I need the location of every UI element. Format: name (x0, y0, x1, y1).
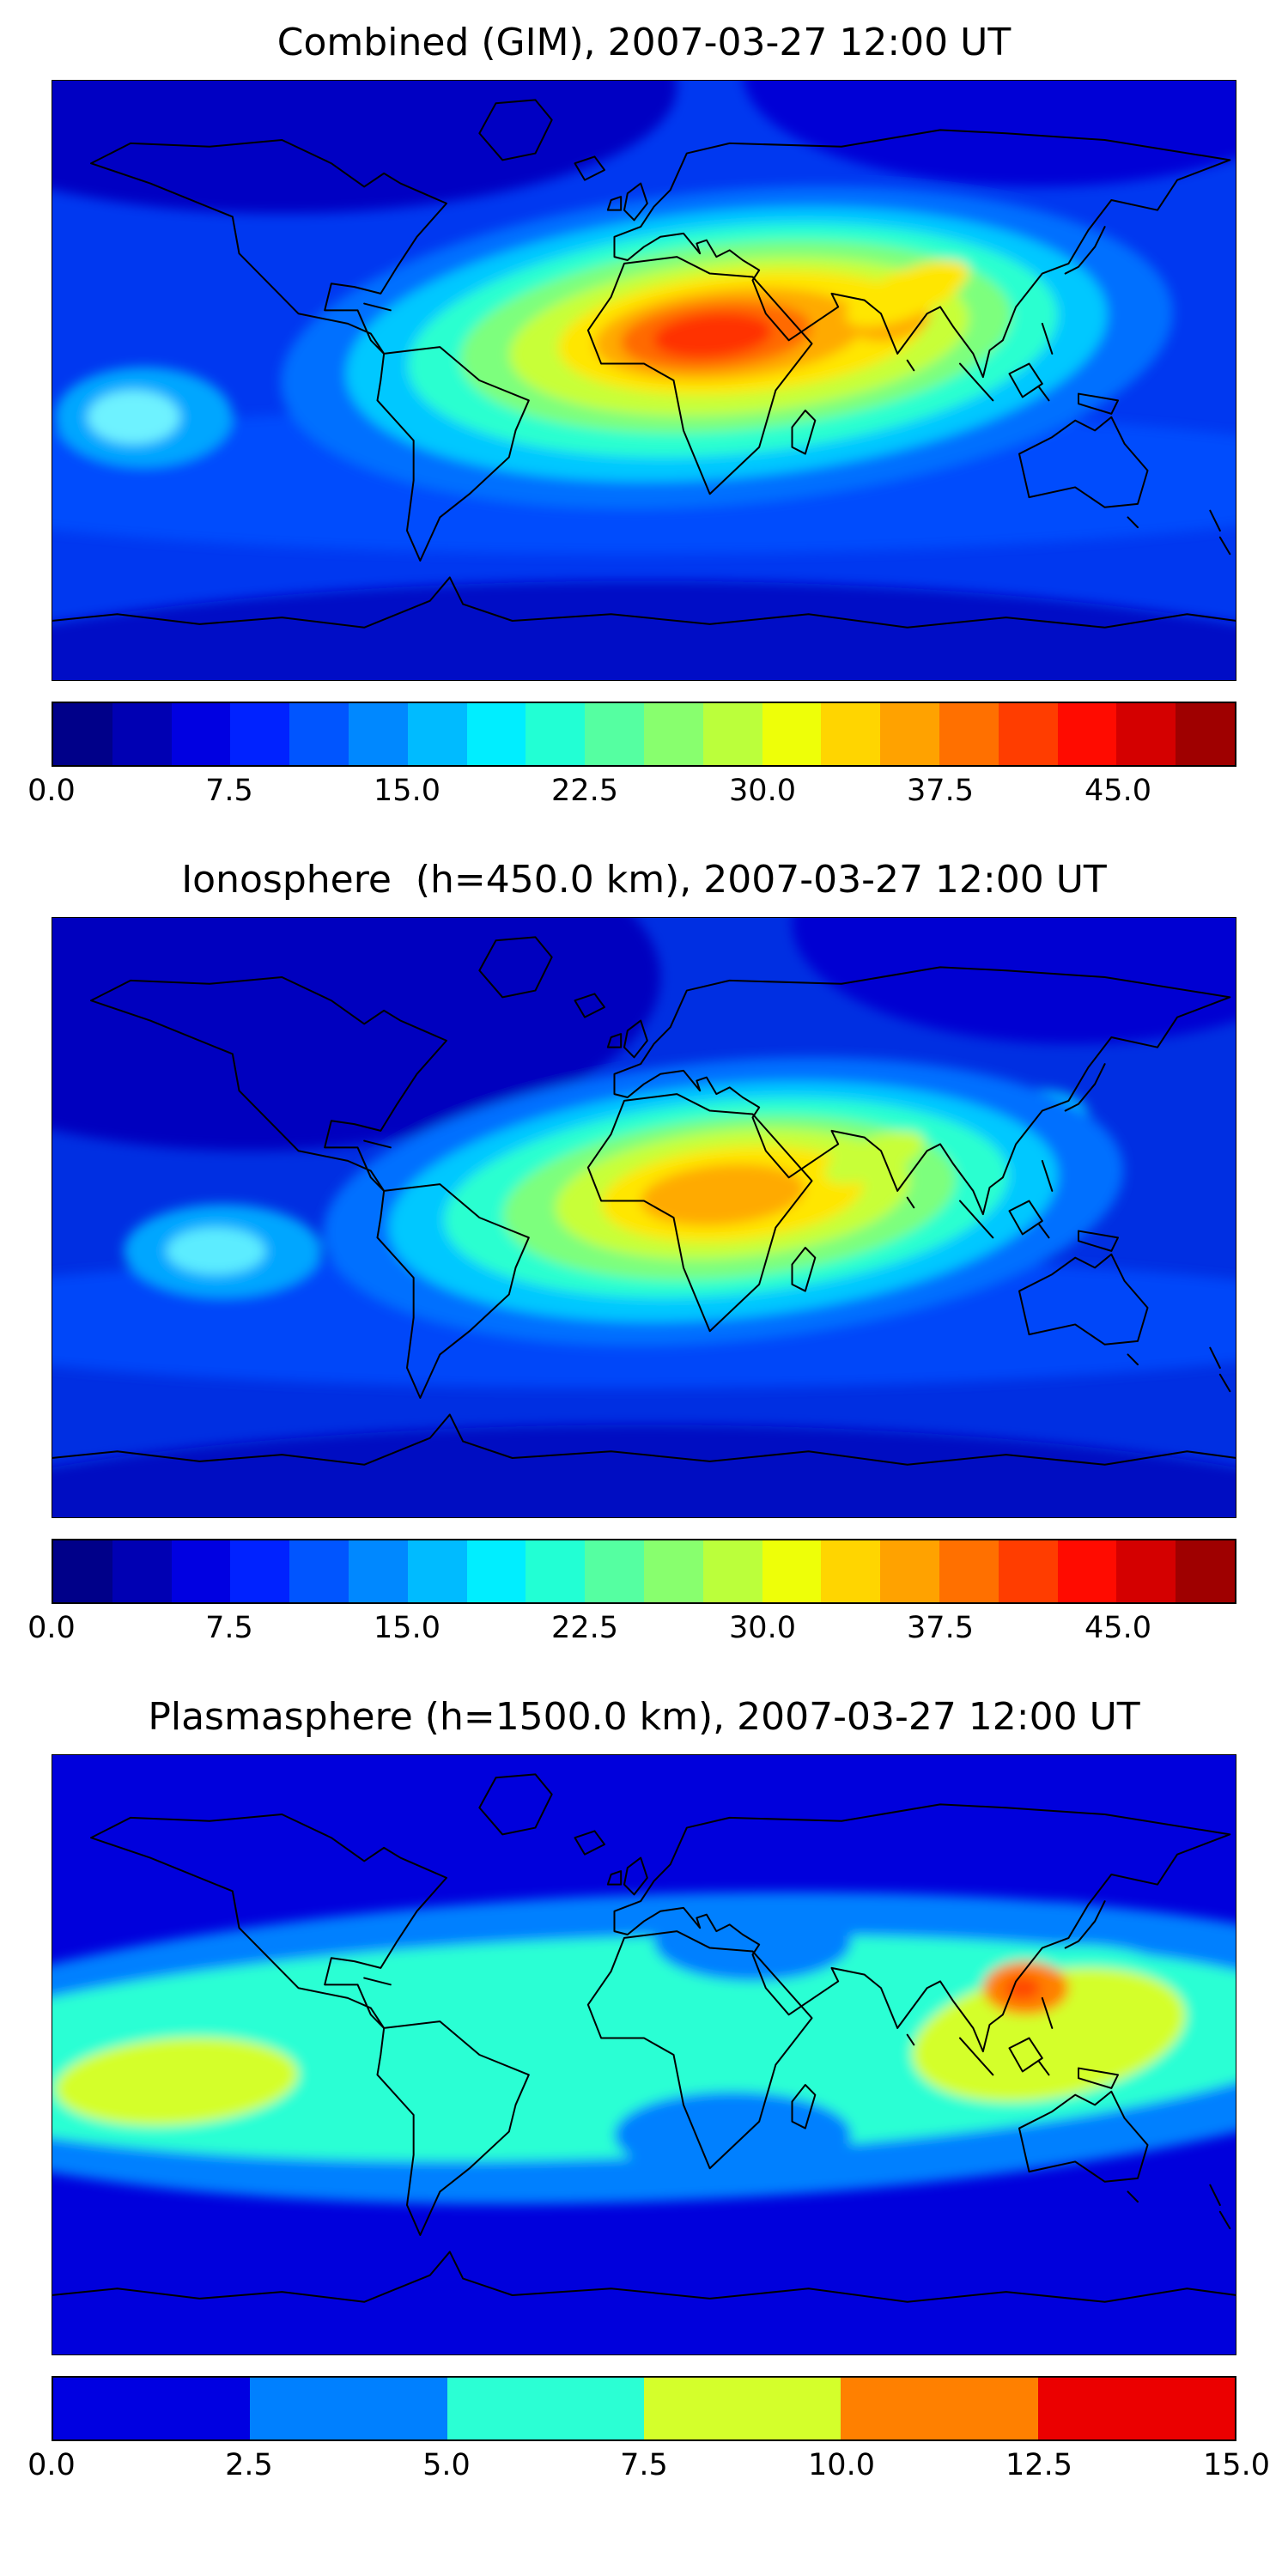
colorbar-segment (1057, 1540, 1117, 1602)
map-ionosphere-wrap (52, 917, 1236, 1518)
tec-contours (52, 1892, 1236, 2205)
colorbar-strip (52, 2376, 1236, 2441)
tec-contours (52, 80, 1236, 681)
map-combined (52, 80, 1236, 681)
colorbar-segment (998, 703, 1058, 765)
colorbar-tick-label: 37.5 (907, 1611, 974, 1645)
colorbar-tick-label: 37.5 (907, 774, 974, 808)
colorbar-tick-label: 12.5 (1005, 2448, 1072, 2482)
colorbar-segment (1176, 1540, 1235, 1602)
colorbar-segment (526, 1540, 586, 1602)
colorbar-segment (585, 1540, 644, 1602)
colorbar-plasmasphere: 0.0 2.5 5.0 7.5 10.0 12.5 15.0 (27, 2376, 1270, 2486)
colorbar-labels: 0.0 7.5 15.0 22.5 30.0 37.5 45.0 (27, 1604, 1236, 1649)
colorbar-tick-label: 45.0 (1084, 774, 1151, 808)
colorbar-segment (348, 1540, 408, 1602)
colorbar-ionosphere: 0.0 7.5 15.0 22.5 30.0 37.5 45.0 (27, 1539, 1236, 1649)
colorbar-segment (526, 703, 586, 765)
colorbar-segment (702, 1540, 762, 1602)
colorbar-segment (230, 703, 290, 765)
colorbar-segment (171, 703, 231, 765)
colorbar-segment (998, 1540, 1058, 1602)
panel-plasmasphere-title: Plasmasphere (h=1500.0 km), 2007-03-27 1… (148, 1695, 1140, 1739)
colorbar-segment (939, 1540, 999, 1602)
panel-ionosphere-title: Ionosphere (h=450.0 km), 2007-03-27 12:0… (181, 858, 1107, 902)
colorbar-segment (821, 1540, 881, 1602)
colorbar-segment (348, 703, 408, 765)
colorbar-tick-label: 7.5 (620, 2448, 668, 2482)
colorbar-segment (1057, 703, 1117, 765)
map-ionosphere (52, 917, 1236, 1518)
map-combined-wrap (52, 80, 1236, 681)
panel-plasmasphere: Plasmasphere (h=1500.0 km), 2007-03-27 1… (0, 1693, 1288, 2486)
colorbar-tick-label: 22.5 (551, 1611, 618, 1645)
colorbar-tick-label: 2.5 (225, 2448, 273, 2482)
colorbar-tick-label: 10.0 (808, 2448, 875, 2482)
colorbar-segment (289, 1540, 349, 1602)
colorbar-tick-label: 7.5 (205, 774, 253, 808)
colorbar-segment (466, 1540, 526, 1602)
colorbar-tick-label: 15.0 (1203, 2448, 1270, 2482)
panel-combined-title: Combined (GIM), 2007-03-27 12:00 UT (276, 21, 1012, 64)
colorbar-segment (53, 703, 112, 765)
colorbar-tick-label: 5.0 (422, 2448, 471, 2482)
colorbar-segment (702, 703, 762, 765)
colorbar-segment (407, 1540, 467, 1602)
colorbar-segment (880, 1540, 939, 1602)
colorbar-tick-label: 0.0 (27, 2448, 76, 2482)
colorbar-tick-label: 30.0 (729, 1611, 796, 1645)
colorbar-segment (1037, 2378, 1235, 2439)
colorbar-segment (447, 2378, 644, 2439)
colorbar-segment (643, 703, 703, 765)
colorbar-segment (1116, 1540, 1176, 1602)
colorbar-tick-label: 22.5 (551, 774, 618, 808)
colorbar-segment (289, 703, 349, 765)
colorbar-segment (466, 703, 526, 765)
colorbar-segment (841, 2378, 1038, 2439)
colorbar-segment (230, 1540, 290, 1602)
tec-contours (52, 917, 1236, 1518)
colorbar-segment (53, 2378, 251, 2439)
colorbar-tick-label: 0.0 (27, 774, 76, 808)
colorbar-strip (52, 1539, 1236, 1604)
colorbar-segment (643, 1540, 703, 1602)
colorbar-segment (407, 703, 467, 765)
colorbar-segment (585, 703, 644, 765)
colorbar-labels: 0.0 7.5 15.0 22.5 30.0 37.5 45.0 (27, 767, 1236, 811)
colorbar-tick-label: 45.0 (1084, 1611, 1151, 1645)
colorbar-segment (250, 2378, 447, 2439)
colorbar-segment (1116, 703, 1176, 765)
colorbar-segment (762, 703, 822, 765)
colorbar-combined: 0.0 7.5 15.0 22.5 30.0 37.5 45.0 (27, 702, 1236, 811)
colorbar-tick-label: 15.0 (374, 1611, 440, 1645)
colorbar-segment (821, 703, 881, 765)
colorbar-tick-label: 0.0 (27, 1611, 76, 1645)
panel-combined: Combined (GIM), 2007-03-27 12:00 UT (0, 19, 1288, 811)
colorbar-labels: 0.0 2.5 5.0 7.5 10.0 12.5 15.0 (27, 2441, 1270, 2486)
panel-ionosphere: Ionosphere (h=450.0 km), 2007-03-27 12:0… (0, 856, 1288, 1649)
colorbar-tick-label: 7.5 (205, 1611, 253, 1645)
colorbar-segment (643, 2378, 841, 2439)
map-plasmasphere-wrap (52, 1754, 1236, 2355)
colorbar-segment (880, 703, 939, 765)
colorbar-segment (171, 1540, 231, 1602)
colorbar-segment (53, 1540, 112, 1602)
figure: Combined (GIM), 2007-03-27 12:00 UT (0, 19, 1288, 2486)
colorbar-tick-label: 30.0 (729, 774, 796, 808)
colorbar-strip (52, 702, 1236, 767)
map-plasmasphere (52, 1754, 1236, 2355)
colorbar-segment (762, 1540, 822, 1602)
colorbar-tick-label: 15.0 (374, 774, 440, 808)
colorbar-segment (939, 703, 999, 765)
colorbar-segment (112, 1540, 172, 1602)
colorbar-segment (1176, 703, 1235, 765)
colorbar-segment (112, 703, 172, 765)
